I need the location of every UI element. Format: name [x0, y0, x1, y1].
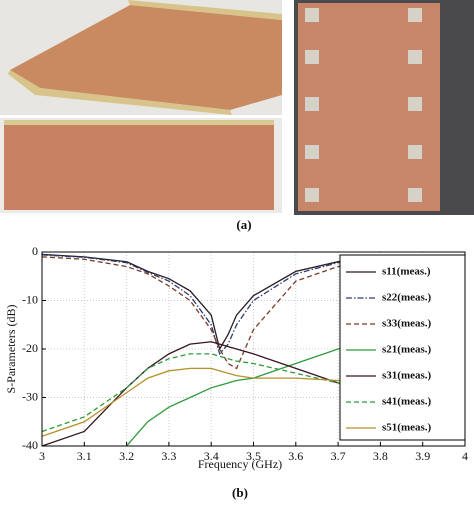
- legend-label: s31(meas.): [382, 370, 432, 382]
- legend-label: s33(meas.): [382, 318, 432, 330]
- panel-label: (b): [232, 485, 248, 500]
- y-axis-label: S-Parameters (dB): [4, 305, 18, 394]
- legend-box: [339, 254, 466, 441]
- y-tick-label: 0: [32, 244, 38, 258]
- legend-label: s51(meas.): [382, 422, 432, 434]
- x-tick-label: 3.1: [77, 449, 92, 463]
- y-tick-label: -40: [22, 438, 38, 452]
- x-tick-label: 3: [39, 449, 45, 463]
- x-tick-label: 3.5: [246, 449, 261, 463]
- x-tick-label: 3.6: [288, 449, 303, 463]
- x-tick-label: 3.7: [331, 449, 346, 463]
- x-tick-label: 3.2: [119, 449, 134, 463]
- y-tick-label: -10: [22, 292, 38, 306]
- y-tick-label: -20: [22, 341, 38, 355]
- x-tick-label: 3.3: [161, 449, 176, 463]
- series-line: [41, 353, 466, 433]
- legend-label: s41(meas.): [382, 396, 432, 408]
- x-tick-label: 4: [462, 449, 468, 463]
- x-tick-label: 3.4: [204, 449, 219, 463]
- photo-top-left: [0, 0, 282, 115]
- series-line: [41, 254, 465, 356]
- photo-right: [294, 0, 474, 215]
- x-axis-label: Frequency (GHz): [198, 457, 282, 471]
- legend-label: s22(meas.): [382, 292, 432, 304]
- photo-bottom-left: [0, 118, 282, 213]
- series-line: [41, 256, 465, 370]
- legend-label: s21(meas.): [382, 344, 432, 356]
- x-tick-label: 3.9: [415, 449, 430, 463]
- y-tick-label: -30: [22, 389, 38, 403]
- legend-label: s11(meas.): [382, 266, 431, 278]
- x-tick-label: 3.8: [373, 449, 388, 463]
- panel-label: (a): [236, 217, 251, 232]
